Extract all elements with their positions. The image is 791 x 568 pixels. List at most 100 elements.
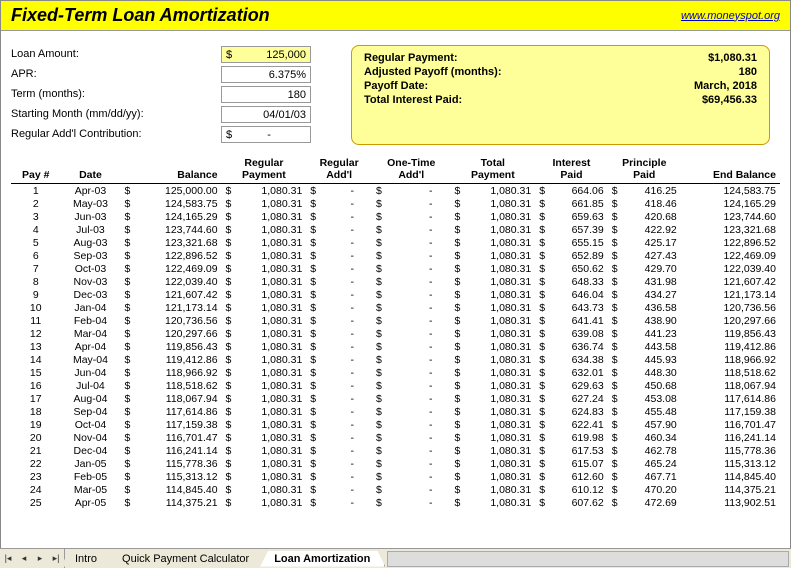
table-row: 6 Sep-03 $122,896.52 $1,080.31 $- $- $1,…	[11, 249, 780, 262]
cell-onetime-addl: $-	[372, 288, 450, 301]
cell-balance: $124,583.75	[121, 197, 222, 210]
table-row: 22 Jan-05 $115,778.36 $1,080.31 $- $- $1…	[11, 457, 780, 470]
cell-regular-payment: $1,080.31	[222, 314, 307, 327]
cell-end-balance: 119,856.43	[681, 327, 780, 340]
cell-regular-payment: $1,080.31	[222, 262, 307, 275]
cell-balance: $119,412.86	[121, 353, 222, 366]
start-month-input[interactable]: 04/01/03	[221, 106, 311, 123]
site-link[interactable]: www.moneyspot.org	[681, 10, 780, 22]
cell-pay: 13	[11, 340, 60, 353]
loan-amount-label: Loan Amount:	[11, 48, 79, 60]
table-row: 8 Nov-03 $122,039.40 $1,080.31 $- $- $1,…	[11, 275, 780, 288]
cell-pay: 17	[11, 392, 60, 405]
cell-total-payment: $1,080.31	[450, 353, 535, 366]
cell-onetime-addl: $-	[372, 392, 450, 405]
table-row: 25 Apr-05 $114,375.21 $1,080.31 $- $- $1…	[11, 496, 780, 509]
cell-regular-addl: $-	[306, 314, 372, 327]
cell-principle-paid: $455.48	[608, 405, 681, 418]
cell-principle-paid: $436.58	[608, 301, 681, 314]
cell-end-balance: 115,778.36	[681, 444, 780, 457]
table-row: 16 Jul-04 $118,518.62 $1,080.31 $- $- $1…	[11, 379, 780, 392]
cell-regular-payment: $1,080.31	[222, 496, 307, 509]
cell-balance: $122,469.09	[121, 262, 222, 275]
cell-interest-paid: $639.08	[535, 327, 608, 340]
cell-date: Feb-05	[60, 470, 120, 483]
cell-regular-addl: $-	[306, 340, 372, 353]
nav-last-icon[interactable]: ▸|	[48, 549, 64, 568]
cell-date: Jul-03	[60, 223, 120, 236]
cell-date: May-04	[60, 353, 120, 366]
cell-regular-addl: $-	[306, 457, 372, 470]
cell-interest-paid: $619.98	[535, 431, 608, 444]
cell-interest-paid: $634.38	[535, 353, 608, 366]
loan-amount-input[interactable]: 125,000	[221, 46, 311, 63]
cell-onetime-addl: $-	[372, 379, 450, 392]
cell-balance: $123,744.60	[121, 223, 222, 236]
term-input[interactable]: 180	[221, 86, 311, 103]
apr-input[interactable]: 6.375%	[221, 66, 311, 83]
tab-intro[interactable]: Intro	[61, 551, 112, 567]
table-row: 19 Oct-04 $117,159.38 $1,080.31 $- $- $1…	[11, 418, 780, 431]
cell-total-payment: $1,080.31	[450, 444, 535, 457]
cell-onetime-addl: $-	[372, 418, 450, 431]
cell-onetime-addl: $-	[372, 184, 450, 198]
cell-interest-paid: $643.73	[535, 301, 608, 314]
cell-total-payment: $1,080.31	[450, 301, 535, 314]
cell-pay: 1	[11, 184, 60, 198]
cell-regular-addl: $-	[306, 223, 372, 236]
table-row: 9 Dec-03 $121,607.42 $1,080.31 $- $- $1,…	[11, 288, 780, 301]
cell-regular-payment: $1,080.31	[222, 197, 307, 210]
cell-onetime-addl: $-	[372, 405, 450, 418]
cell-end-balance: 124,165.29	[681, 197, 780, 210]
cell-regular-addl: $-	[306, 392, 372, 405]
col-end-balance: End Balance	[681, 155, 780, 184]
cell-total-payment: $1,080.31	[450, 223, 535, 236]
cell-regular-addl: $-	[306, 379, 372, 392]
cell-regular-payment: $1,080.31	[222, 483, 307, 496]
table-row: 1 Apr-03 $125,000.00 $1,080.31 $- $- $1,…	[11, 184, 780, 198]
cell-end-balance: 118,966.92	[681, 353, 780, 366]
cell-date: Feb-04	[60, 314, 120, 327]
nav-first-icon[interactable]: |◂	[0, 549, 16, 568]
cell-onetime-addl: $-	[372, 457, 450, 470]
tab-quick-payment[interactable]: Quick Payment Calculator	[108, 551, 264, 567]
cell-regular-payment: $1,080.31	[222, 405, 307, 418]
cell-regular-payment: $1,080.31	[222, 353, 307, 366]
col-principle-paid: PrinciplePaid	[608, 155, 681, 184]
cell-total-payment: $1,080.31	[450, 405, 535, 418]
cell-regular-addl: $-	[306, 249, 372, 262]
cell-regular-payment: $1,080.31	[222, 288, 307, 301]
cell-principle-paid: $472.69	[608, 496, 681, 509]
cell-date: Sep-03	[60, 249, 120, 262]
cell-end-balance: 120,297.66	[681, 314, 780, 327]
col-onetime-addl: One-TimeAdd'l	[372, 155, 450, 184]
cell-interest-paid: $615.07	[535, 457, 608, 470]
col-interest-paid: InterestPaid	[535, 155, 608, 184]
addl-contribution-input[interactable]: -	[221, 126, 311, 143]
cell-interest-paid: $617.53	[535, 444, 608, 457]
cell-onetime-addl: $-	[372, 262, 450, 275]
tab-loan-amortization[interactable]: Loan Amortization	[260, 551, 385, 567]
table-row: 7 Oct-03 $122,469.09 $1,080.31 $- $- $1,…	[11, 262, 780, 275]
cell-balance: $117,159.38	[121, 418, 222, 431]
cell-date: Aug-04	[60, 392, 120, 405]
cell-balance: $118,966.92	[121, 366, 222, 379]
cell-onetime-addl: $-	[372, 353, 450, 366]
cell-principle-paid: $418.46	[608, 197, 681, 210]
horizontal-scrollbar[interactable]	[387, 551, 789, 567]
table-row: 12 Mar-04 $120,297.66 $1,080.31 $- $- $1…	[11, 327, 780, 340]
cell-balance: $120,297.66	[121, 327, 222, 340]
cell-regular-addl: $-	[306, 418, 372, 431]
nav-next-icon[interactable]: ▸	[32, 549, 48, 568]
nav-prev-icon[interactable]: ◂	[16, 549, 32, 568]
cell-date: Nov-04	[60, 431, 120, 444]
cell-principle-paid: $457.90	[608, 418, 681, 431]
cell-regular-payment: $1,080.31	[222, 236, 307, 249]
cell-regular-payment: $1,080.31	[222, 249, 307, 262]
table-row: 18 Sep-04 $117,614.86 $1,080.31 $- $- $1…	[11, 405, 780, 418]
cell-principle-paid: $420.68	[608, 210, 681, 223]
cell-regular-payment: $1,080.31	[222, 366, 307, 379]
cell-regular-addl: $-	[306, 431, 372, 444]
cell-pay: 7	[11, 262, 60, 275]
cell-regular-payment: $1,080.31	[222, 379, 307, 392]
